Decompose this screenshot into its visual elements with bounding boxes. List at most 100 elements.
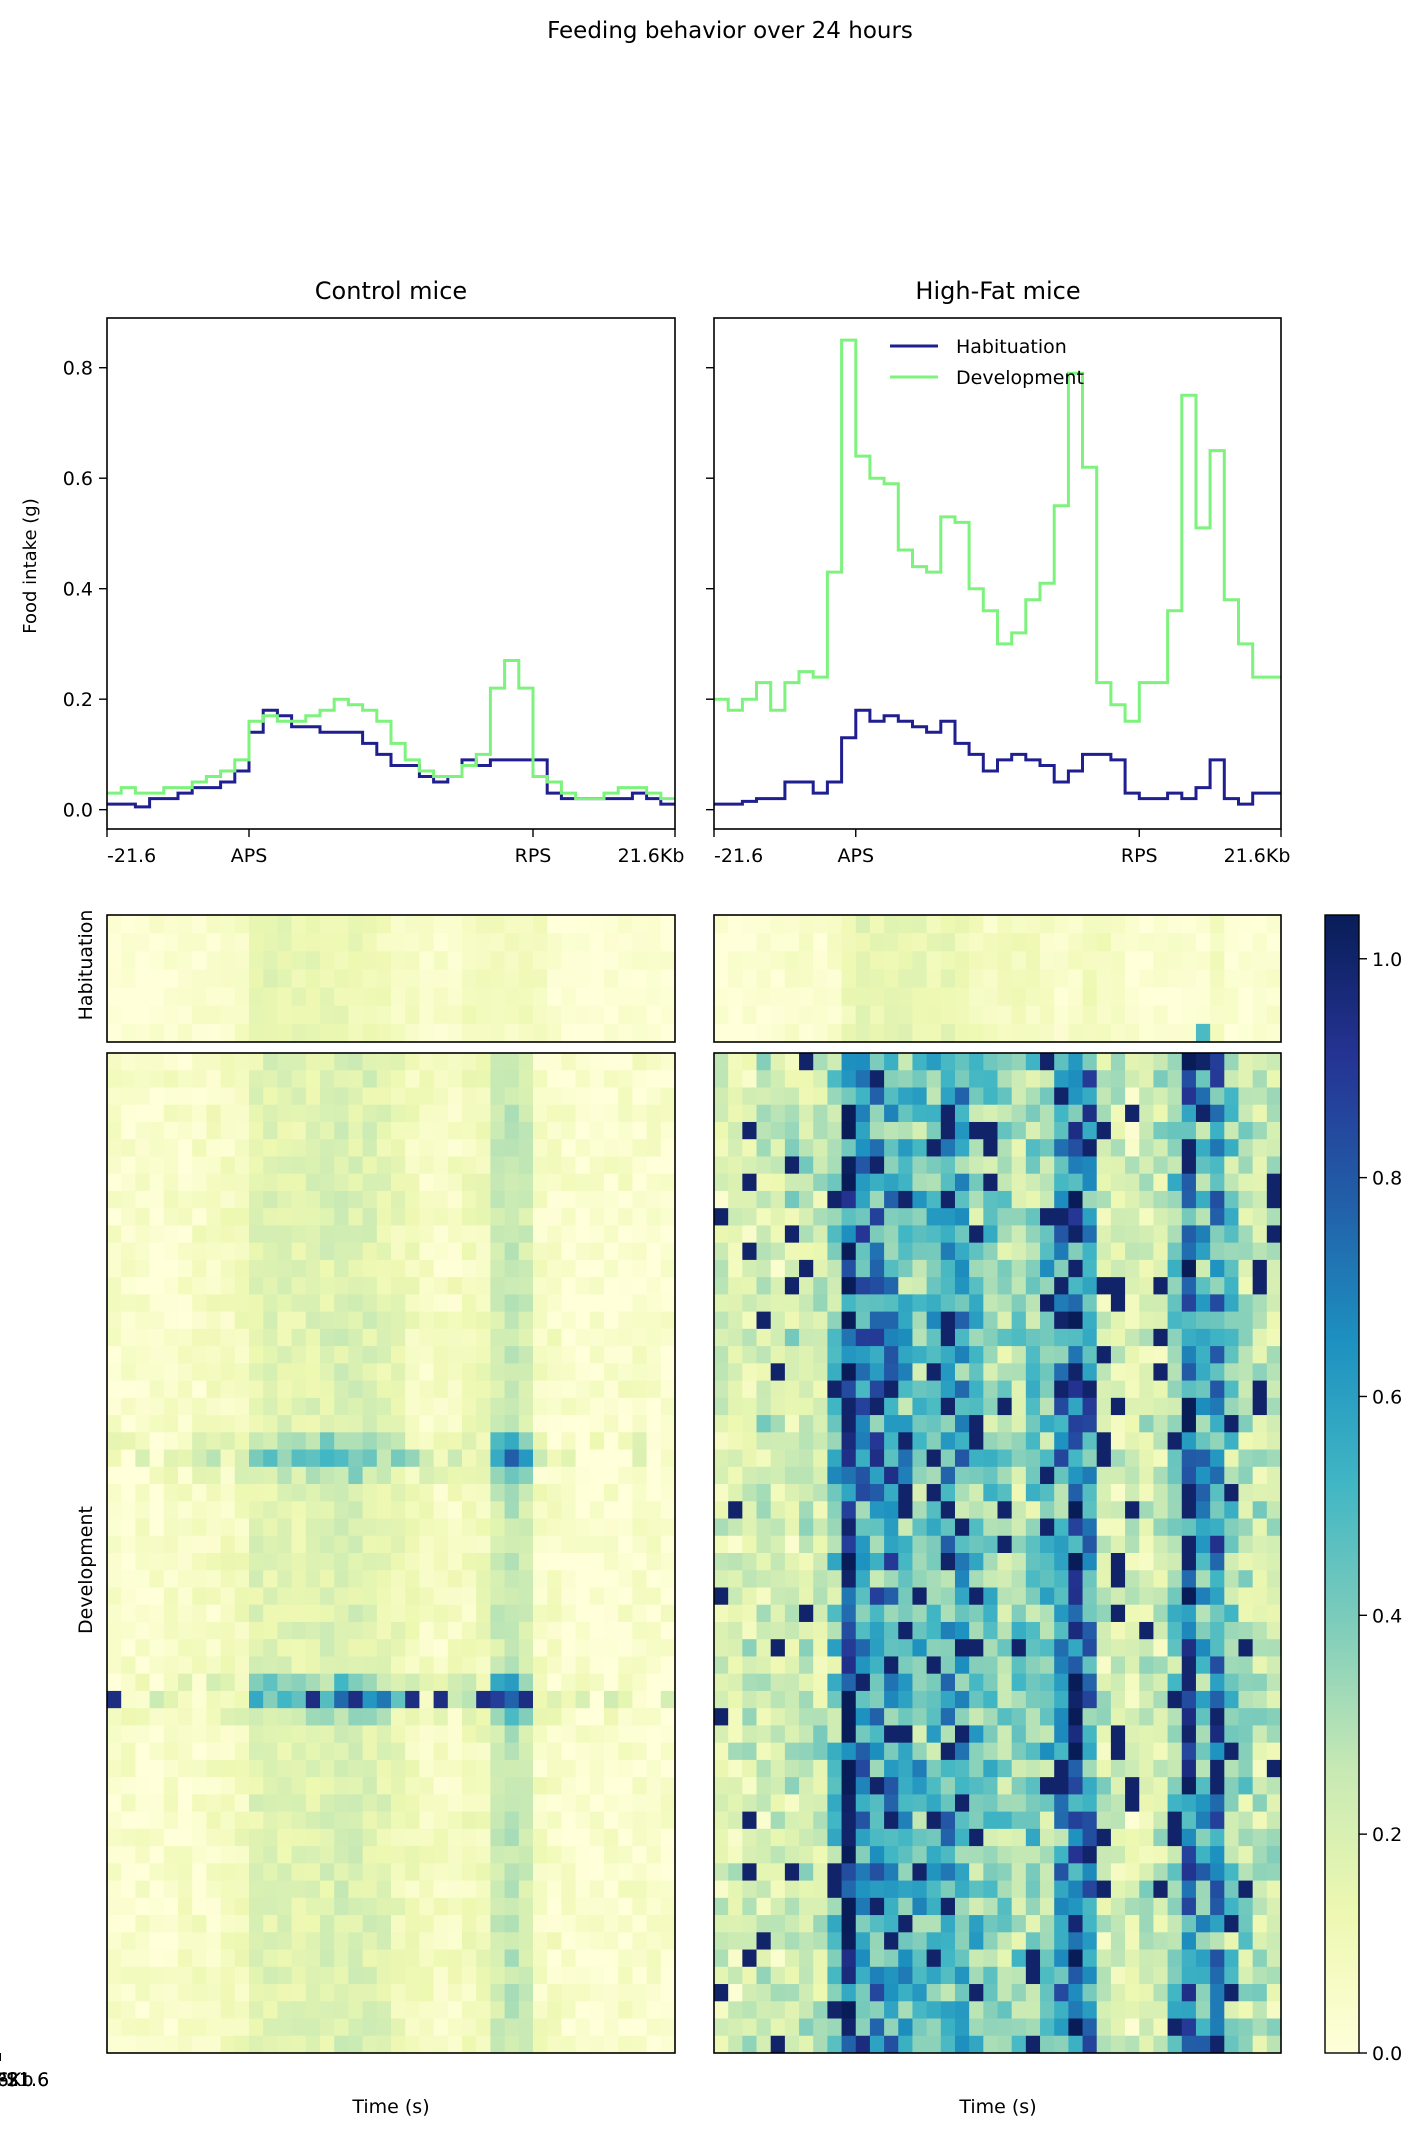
- highfat-development-cell: [1153, 1432, 1168, 1450]
- highfat-development-cell: [1167, 1242, 1183, 1261]
- highfat-development-cell: [1011, 1363, 1027, 1381]
- highfat-habituation-cell: [898, 915, 913, 934]
- control-development-cell: [504, 1949, 520, 1968]
- highfat-development-cell: [954, 1846, 970, 1864]
- control-development-cell: [476, 1518, 491, 1537]
- highfat-development-cell: [1266, 1173, 1282, 1192]
- highfat-development-cell: [742, 1156, 757, 1175]
- highfat-development-cell: [983, 1673, 998, 1692]
- highfat-development-cell: [799, 1173, 814, 1192]
- control-development-cell: [178, 1794, 193, 1813]
- control-development-cell: [405, 1432, 420, 1450]
- highfat-development-cell: [714, 1087, 729, 1106]
- highfat-development-cell: [1110, 1553, 1126, 1571]
- control-habituation-cell: [462, 1023, 477, 1043]
- control-development-cell: [419, 1811, 434, 1830]
- highfat-development-cell: [756, 1208, 772, 1226]
- highfat-development-cell: [827, 1708, 842, 1726]
- control-habituation-cell: [632, 969, 647, 988]
- highfat-development-cell: [1195, 1208, 1211, 1226]
- control-development-cell: [121, 1484, 136, 1502]
- highfat-development-cell: [841, 1553, 857, 1571]
- highfat-development-cell: [983, 1553, 998, 1571]
- highfat-development-cell: [912, 1328, 928, 1347]
- control-development-cell: [291, 1104, 307, 1123]
- control-development-cell: [660, 1846, 676, 1864]
- highfat-development-cell: [912, 1397, 928, 1416]
- control-development-cell: [504, 1673, 520, 1692]
- highfat-development-cell: [1139, 1725, 1154, 1744]
- control-development-cell: [632, 1484, 647, 1502]
- control-development-cell: [376, 1621, 392, 1640]
- control-development-cell: [192, 1173, 207, 1192]
- control-development-cell: [391, 1570, 406, 1588]
- control-habituation-cell: [518, 915, 534, 934]
- highfat-development-cell: [1139, 1794, 1154, 1813]
- highfat-development-cell: [1181, 1915, 1197, 1933]
- highfat-development-cell: [770, 1380, 786, 1399]
- control-development-cell: [518, 1915, 534, 1933]
- highfat-development-cell: [1139, 1811, 1154, 1830]
- highfat-development-cell: [1068, 1190, 1083, 1209]
- highfat-development-cell: [983, 1259, 998, 1278]
- highfat-development-cell: [1139, 1156, 1154, 1175]
- control-development-cell: [646, 1277, 662, 1295]
- highfat-development-cell: [1110, 1656, 1126, 1675]
- control-development-cell: [604, 1277, 619, 1295]
- highfat-development-cell: [940, 1277, 956, 1295]
- control-development-cell: [589, 1759, 605, 1778]
- control-development-cell: [660, 1656, 676, 1675]
- control-habituation-cell: [291, 933, 307, 952]
- control-development-cell: [575, 1949, 591, 1968]
- control-development-cell: [135, 1190, 150, 1209]
- control-development-cell: [121, 1259, 136, 1278]
- highfat-development-cell: [940, 1190, 956, 1209]
- highfat-habituation-cell: [912, 1023, 928, 1043]
- control-development-cell: [291, 1363, 307, 1381]
- control-development-cell: [135, 1208, 150, 1226]
- control-habituation-cell: [490, 1023, 505, 1043]
- control-development-cell: [660, 1484, 676, 1502]
- control-development-cell: [419, 1208, 434, 1226]
- control-development-cell: [305, 1794, 321, 1813]
- control-development-cell: [348, 1915, 363, 1933]
- control-development-cell: [121, 1846, 136, 1864]
- highfat-development-cell: [898, 1518, 913, 1537]
- highfat-development-cell: [969, 1087, 984, 1106]
- control-development-cell: [135, 1742, 150, 1761]
- highfat-development-cell: [1139, 1570, 1154, 1588]
- control-development-cell: [206, 1949, 221, 1968]
- highfat-habituation-cell: [912, 987, 928, 1007]
- highfat-development-cell: [1195, 1725, 1211, 1744]
- control-habituation-cell: [135, 1005, 150, 1025]
- control-development-cell: [561, 1621, 576, 1640]
- highfat-development-cell: [855, 1915, 871, 1933]
- highfat-development-cell: [1096, 1897, 1112, 1916]
- highfat-development-cell: [983, 1190, 998, 1209]
- highfat-development-cell: [1238, 1259, 1254, 1278]
- control-development-cell: [192, 1294, 207, 1313]
- control-development-cell: [433, 1846, 449, 1864]
- control-development-cell: [575, 1363, 591, 1381]
- highfat-development-cell: [1025, 1208, 1041, 1226]
- control-development-cell: [192, 1432, 207, 1450]
- highfat-development-cell: [926, 1242, 942, 1261]
- control-development-cell: [518, 2001, 534, 2019]
- highfat-development-cell: [1110, 1828, 1126, 1847]
- control-development-cell: [660, 1397, 676, 1416]
- control-development-cell: [447, 1984, 463, 2002]
- control-development-cell: [533, 1794, 548, 1813]
- control-development-cell: [149, 1328, 165, 1347]
- control-development-cell: [547, 1208, 562, 1226]
- highfat-development-cell: [1068, 1794, 1083, 1813]
- highfat-development-cell: [954, 1759, 970, 1778]
- highfat-development-cell: [1110, 1518, 1126, 1537]
- highfat-habituation-cell: [855, 1005, 871, 1025]
- control-development-cell: [192, 1225, 207, 1244]
- control-development-cell: [206, 1690, 221, 1709]
- control-development-cell: [462, 1897, 477, 1916]
- highfat-development-cell: [1068, 1087, 1083, 1106]
- highfat-development-cell: [1210, 1708, 1225, 1726]
- control-development-cell: [178, 1139, 193, 1157]
- highfat-development-cell: [770, 1363, 786, 1381]
